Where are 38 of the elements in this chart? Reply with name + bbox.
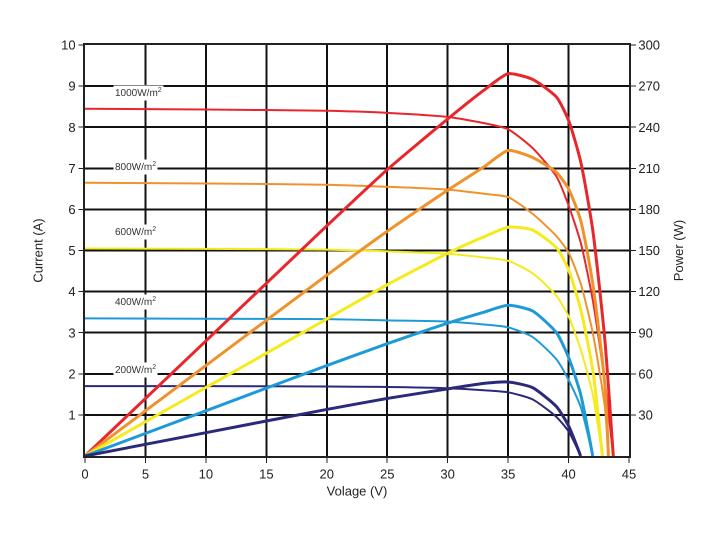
x-tick-label: 35: [500, 466, 516, 482]
annotation: 1000W/m$^{2}$: [115, 87, 162, 100]
y-tick-label: 3: [68, 325, 76, 340]
y-tick-label: 9: [68, 78, 76, 94]
x-tick-label: 20: [320, 466, 334, 482]
y2-tick-label: 180: [638, 202, 660, 217]
y2-tick-label: 240: [638, 120, 660, 135]
y2-tick-label: 60: [638, 366, 653, 382]
y-tick-label: 8: [68, 120, 76, 135]
y-tick-label: 2: [68, 366, 76, 382]
y2-tick-label: 270: [638, 78, 660, 94]
y2-tick-label: 30: [638, 407, 653, 422]
y-tick-label: 5: [68, 243, 76, 258]
y2-tick-label: 300: [638, 38, 660, 53]
y2-tick-label: 90: [638, 325, 653, 340]
y2-tick-label: 120: [638, 284, 660, 300]
y2-axis-title: Power (W): [671, 220, 686, 282]
annotation: 600W/m$^{2}$: [115, 226, 156, 238]
x-axis-title: Volage (V): [326, 483, 388, 498]
y2-tick-label: 210: [638, 160, 660, 176]
annotation: 200W/m$^{2}$: [115, 364, 156, 376]
x-tick-label: 30: [440, 466, 455, 482]
annotation: 800W/m$^{2}$: [115, 161, 156, 174]
y-tick-label: 6: [68, 202, 76, 217]
x-tick-label: 15: [259, 466, 274, 482]
annotation: 400W/m$^{2}$: [115, 296, 156, 308]
x-tick-label: 5: [142, 466, 150, 482]
x-tick-label: 25: [380, 466, 394, 482]
y-axis-title: Current (A): [30, 218, 46, 283]
y-tick-label: 7: [68, 160, 76, 176]
y-tick-label: 4: [68, 284, 76, 300]
x-tick-label: 40: [561, 466, 576, 482]
y-tick-label: 10: [61, 38, 76, 53]
x-tick-label: 45: [622, 466, 636, 482]
y-tick-label: 1: [68, 407, 76, 422]
x-tick-label: 10: [198, 466, 214, 482]
y2-tick-label: 150: [638, 243, 660, 258]
x-tick-label: 0: [81, 466, 89, 482]
